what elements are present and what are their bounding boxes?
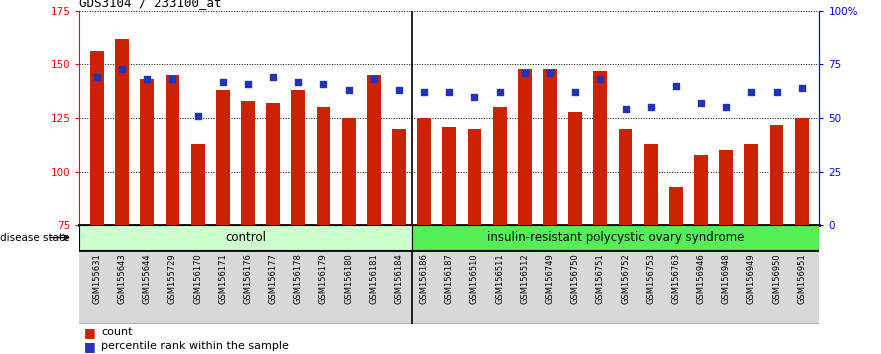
Point	[518, 70, 532, 76]
Point	[468, 94, 482, 99]
Point	[442, 90, 456, 95]
Point	[90, 74, 104, 80]
Text: GSM156951: GSM156951	[797, 253, 806, 304]
Bar	[744, 144, 759, 225]
Text: GSM156510: GSM156510	[470, 253, 479, 304]
Point	[292, 79, 306, 84]
Bar	[492, 107, 507, 225]
Point	[190, 113, 204, 119]
Bar	[468, 129, 481, 225]
Bar	[719, 150, 733, 225]
Bar	[543, 69, 557, 225]
Text: ■: ■	[84, 326, 95, 339]
Text: GSM156948: GSM156948	[722, 253, 730, 304]
Bar	[366, 75, 381, 225]
Point	[593, 76, 607, 82]
Text: GSM156946: GSM156946	[697, 253, 706, 304]
Bar	[266, 103, 280, 225]
Bar	[166, 75, 180, 225]
Point	[241, 81, 255, 86]
Text: GSM156170: GSM156170	[193, 253, 202, 304]
Bar	[644, 144, 657, 225]
Point	[694, 100, 708, 106]
Text: GSM156753: GSM156753	[646, 253, 655, 304]
Text: disease state: disease state	[0, 233, 70, 242]
Bar	[342, 118, 356, 225]
Bar	[392, 129, 406, 225]
Point	[417, 90, 431, 95]
Bar	[190, 144, 204, 225]
Point	[492, 90, 507, 95]
Point	[669, 83, 683, 88]
Text: GSM156178: GSM156178	[293, 253, 303, 304]
Bar	[316, 107, 330, 225]
Text: GSM156176: GSM156176	[243, 253, 253, 304]
Bar	[292, 90, 305, 225]
Point	[392, 87, 406, 93]
Text: GSM155631: GSM155631	[93, 253, 101, 304]
Text: GSM156511: GSM156511	[495, 253, 504, 304]
Bar	[694, 155, 708, 225]
Point	[795, 85, 809, 91]
Point	[266, 74, 280, 80]
Point	[366, 76, 381, 82]
Text: GSM156187: GSM156187	[445, 253, 454, 304]
Bar	[618, 129, 633, 225]
Bar	[568, 112, 582, 225]
Text: GSM156181: GSM156181	[369, 253, 378, 304]
Bar	[669, 187, 683, 225]
Point	[744, 90, 759, 95]
Text: GSM156186: GSM156186	[419, 253, 429, 304]
Bar	[594, 71, 607, 225]
Text: GSM156180: GSM156180	[344, 253, 353, 304]
Text: ■: ■	[84, 340, 95, 353]
Bar	[442, 127, 456, 225]
Bar	[795, 118, 809, 225]
Bar	[770, 125, 783, 225]
Point	[115, 66, 130, 72]
Bar	[518, 69, 532, 225]
Text: GSM156171: GSM156171	[218, 253, 227, 304]
Text: GSM156749: GSM156749	[545, 253, 554, 304]
Point	[316, 81, 330, 86]
Text: GSM155729: GSM155729	[168, 253, 177, 304]
Point	[644, 104, 658, 110]
Text: GSM156949: GSM156949	[747, 253, 756, 304]
Text: GSM156512: GSM156512	[521, 253, 529, 304]
Point	[140, 76, 154, 82]
Text: GSM156179: GSM156179	[319, 253, 328, 304]
Text: GSM155644: GSM155644	[143, 253, 152, 304]
Text: GSM156184: GSM156184	[395, 253, 403, 304]
Point	[719, 104, 733, 110]
Bar	[115, 39, 129, 225]
Text: control: control	[225, 231, 266, 244]
Text: GDS3104 / 233100_at: GDS3104 / 233100_at	[79, 0, 222, 10]
Bar	[90, 51, 104, 225]
Point	[342, 87, 356, 93]
Text: GSM156763: GSM156763	[671, 253, 680, 304]
Text: insulin-resistant polycystic ovary syndrome: insulin-resistant polycystic ovary syndr…	[487, 231, 744, 244]
Text: percentile rank within the sample: percentile rank within the sample	[101, 342, 289, 352]
Text: GSM156752: GSM156752	[621, 253, 630, 304]
Bar	[79, 225, 411, 250]
Bar	[411, 225, 819, 250]
Text: GSM156950: GSM156950	[772, 253, 781, 304]
Point	[618, 107, 633, 112]
Bar	[241, 101, 255, 225]
Point	[166, 76, 180, 82]
Point	[769, 90, 783, 95]
Bar	[140, 79, 154, 225]
Point	[216, 79, 230, 84]
Text: GSM156750: GSM156750	[571, 253, 580, 304]
Text: GSM156177: GSM156177	[269, 253, 278, 304]
Point	[543, 70, 557, 76]
Point	[568, 90, 582, 95]
Text: GSM155643: GSM155643	[117, 253, 127, 304]
Bar	[418, 118, 431, 225]
Text: GSM156751: GSM156751	[596, 253, 605, 304]
Text: count: count	[101, 327, 133, 337]
Bar	[216, 90, 230, 225]
